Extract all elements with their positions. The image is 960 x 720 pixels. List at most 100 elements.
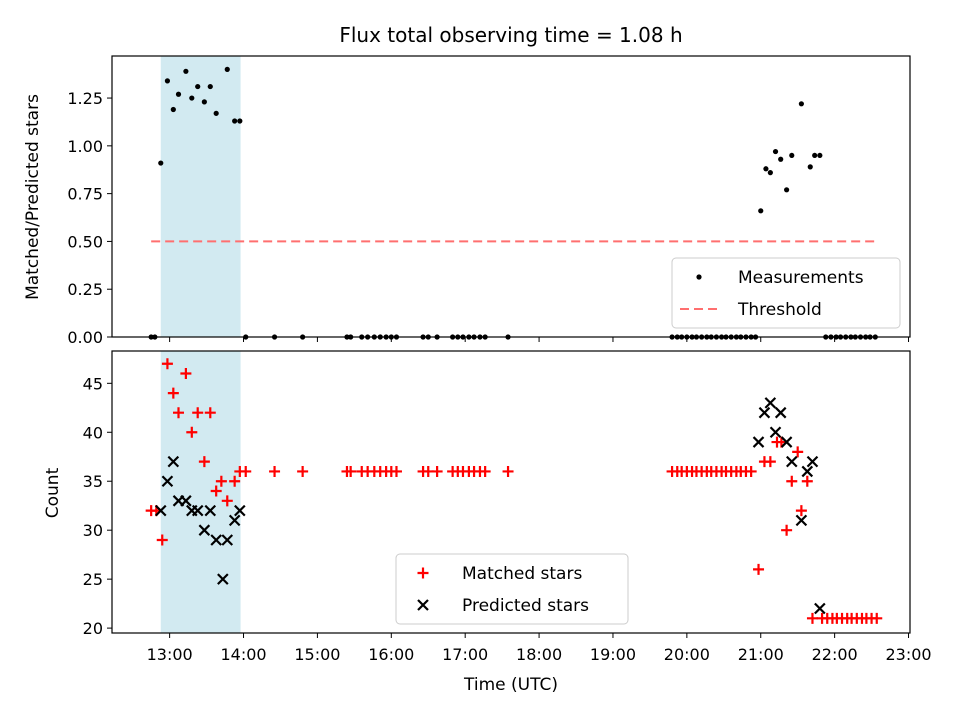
- x-tick-label: 14:00: [220, 645, 266, 664]
- measurement-point: [164, 78, 171, 84]
- matched-star-point: [173, 407, 184, 419]
- predicted-star-point: [204, 504, 217, 517]
- ratio-panel: 0.00 0.25 0.50 0.75 1.00 1.25 Measurements Thre…: [67, 55, 911, 347]
- measurement-point: [807, 164, 813, 170]
- legend-label: Measurements: [738, 268, 864, 288]
- x-tick-label: 19:00: [590, 645, 636, 664]
- y-tick-label: 45: [83, 374, 103, 393]
- measurement-point: [175, 91, 182, 97]
- predicted-star-point: [210, 534, 222, 546]
- predicted-star-point: [180, 495, 192, 507]
- legend-box: [395, 553, 629, 625]
- predicted-star-point: [234, 504, 246, 517]
- predicted-star-point: [795, 514, 808, 527]
- measurement-point: [772, 148, 779, 155]
- predicted-star-point: [764, 397, 777, 409]
- axes-frame: [111, 350, 911, 634]
- highlight-span: [160, 56, 241, 337]
- axes-frame: [111, 55, 911, 338]
- measurement-point: [763, 166, 769, 172]
- matched-star-point: [345, 465, 357, 477]
- matched-star-point: [390, 465, 402, 477]
- predicted-star-point: [198, 524, 211, 536]
- measurement-point: [207, 83, 213, 90]
- y-tick-label: 35: [83, 472, 103, 491]
- measurement-point: [189, 95, 195, 101]
- measurement-point: [213, 110, 219, 116]
- predicted-star-point: [801, 465, 814, 478]
- matched-star-point: [502, 465, 514, 477]
- legend-plus-icon: [417, 567, 429, 579]
- matched-star-point: [745, 465, 757, 477]
- measurement-point: [201, 99, 207, 105]
- x-tick-label: 16:00: [368, 645, 414, 664]
- legend-label: Threshold: [737, 300, 822, 320]
- measurement-point: [778, 156, 784, 162]
- predicted-star-point: [814, 602, 826, 615]
- x-tick-label: 13:00: [147, 645, 193, 664]
- matched-star-point: [192, 407, 204, 419]
- y-tick-label: 25: [83, 570, 103, 589]
- matched-star-point: [753, 563, 765, 575]
- x-tick-label: 21:00: [738, 645, 784, 664]
- matched-star-point: [479, 465, 491, 477]
- matched-star-point: [297, 465, 309, 477]
- matched-star-point: [871, 612, 883, 624]
- x-tick-label: 23:00: [885, 645, 931, 664]
- matched-star-point: [180, 368, 192, 380]
- matched-star-point: [161, 358, 173, 370]
- matched-star-point: [156, 534, 168, 546]
- matched-star-point: [792, 446, 804, 458]
- measurement-point: [232, 118, 238, 124]
- measurement-point: [758, 208, 764, 214]
- legend-box: [671, 257, 901, 329]
- matched-star-point: [764, 456, 776, 468]
- x-tick-label: 17:00: [442, 645, 488, 664]
- measurement-point: [183, 68, 189, 74]
- x-axis-label: Time (UTC): [463, 675, 558, 695]
- measurement-point: [195, 83, 201, 90]
- matched-star-point: [269, 465, 281, 477]
- measurement-point: [789, 152, 795, 159]
- y-tick-label: 40: [83, 423, 103, 442]
- y-axis-label-ratio: Matched/Predicted stars: [23, 94, 43, 300]
- x-tick-label: 18:00: [516, 645, 562, 664]
- y-tick-label: 20: [83, 619, 103, 638]
- y-tick-label: 30: [83, 521, 103, 540]
- measurement-point: [784, 187, 790, 193]
- predicted-star-point: [758, 406, 771, 419]
- predicted-star-point: [161, 475, 174, 488]
- predicted-star-point: [769, 426, 782, 439]
- y-tick-label: 0.25: [67, 280, 103, 299]
- x-tick-label: 22:00: [812, 645, 858, 664]
- predicted-star-point: [786, 455, 798, 468]
- legend-label: Matched stars: [462, 564, 582, 584]
- matched-star-point: [781, 524, 793, 536]
- measurement-point: [170, 106, 176, 113]
- matched-star-point: [801, 475, 813, 487]
- matched-star-point: [795, 505, 807, 517]
- matched-star-point: [167, 387, 179, 399]
- predicted-star-point: [774, 406, 787, 419]
- y-tick-label: 0.00: [67, 328, 103, 347]
- y-axis-label-count: Count: [43, 467, 63, 518]
- predicted-star-point: [806, 455, 819, 468]
- y-tick-label: 1.25: [67, 89, 103, 108]
- measurement-point: [798, 101, 804, 107]
- predicted-star-point: [191, 504, 204, 517]
- measurement-point: [817, 152, 823, 159]
- count-panel: 20 25 30 35 40 45 13:00 14:00 15:00 16:00 17:00 18:…: [83, 350, 932, 664]
- matched-star-point: [229, 475, 241, 487]
- matched-star-point: [186, 426, 198, 438]
- legend-x-icon: [417, 599, 429, 611]
- predicted-star-point: [780, 436, 793, 448]
- measurement-point: [237, 118, 243, 124]
- x-tick-label: 20:00: [664, 645, 710, 664]
- legend-label: Predicted stars: [462, 596, 589, 616]
- measurement-point: [767, 170, 773, 176]
- x-tick-label: 15:00: [294, 645, 340, 664]
- matched-star-point: [786, 475, 798, 487]
- predicted-star-point: [167, 455, 180, 468]
- predicted-star-point: [752, 436, 765, 448]
